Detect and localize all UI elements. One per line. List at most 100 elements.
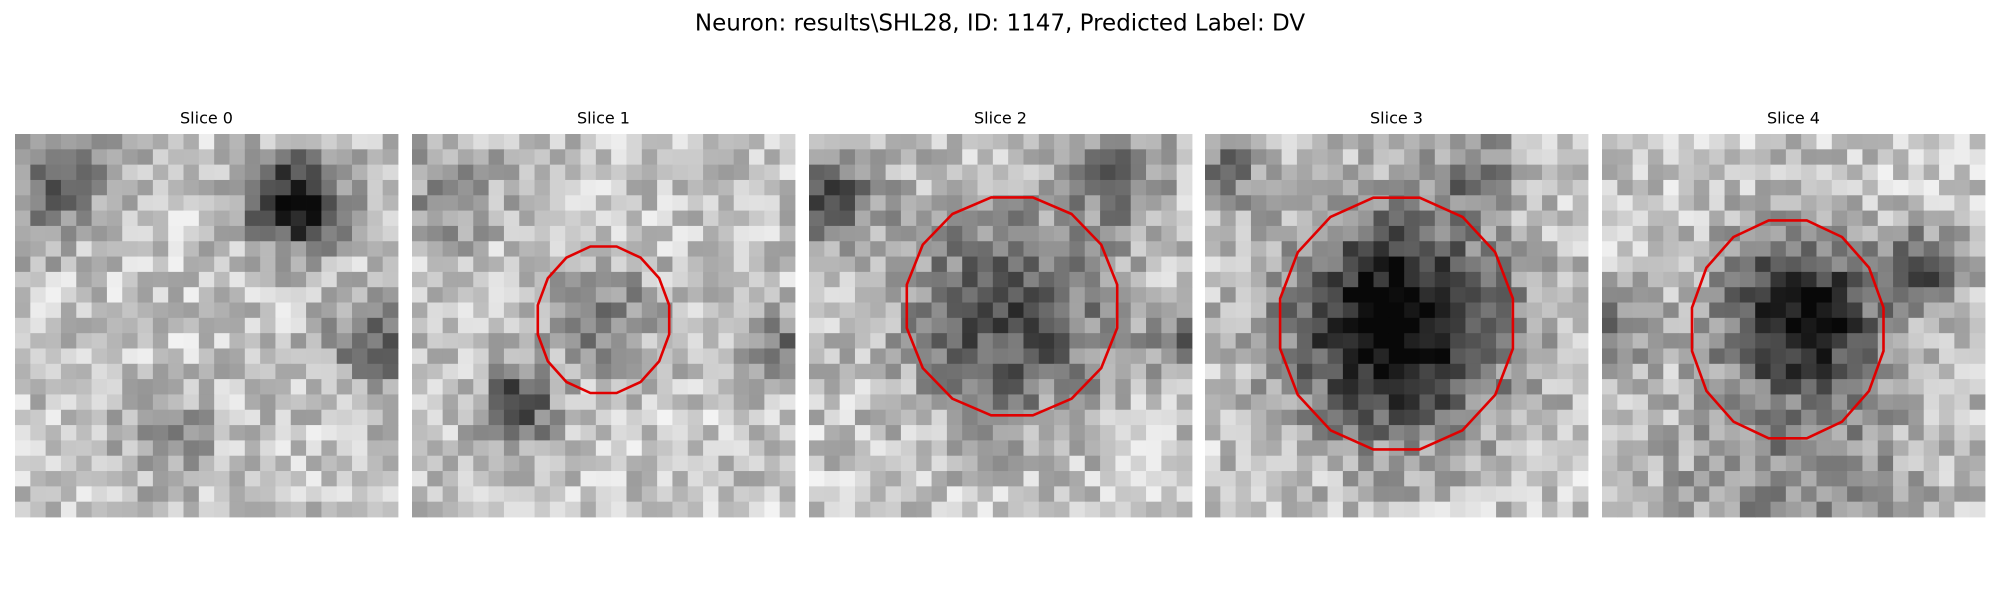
pixel bbox=[641, 455, 658, 472]
pixel bbox=[1205, 195, 1221, 211]
pixel bbox=[290, 486, 307, 503]
pixel bbox=[1115, 363, 1132, 380]
pixel bbox=[854, 379, 871, 395]
pixel bbox=[764, 379, 781, 395]
pixel bbox=[488, 333, 505, 349]
pixel bbox=[1130, 225, 1147, 242]
pixel bbox=[1739, 440, 1756, 457]
pixel bbox=[931, 471, 948, 487]
pixel bbox=[565, 287, 581, 303]
pixel bbox=[306, 241, 322, 257]
pixel bbox=[488, 348, 505, 365]
pixel bbox=[1388, 471, 1405, 487]
pixel bbox=[854, 164, 871, 181]
pixel bbox=[1327, 287, 1344, 303]
pixel bbox=[1678, 241, 1695, 257]
pixel bbox=[1296, 179, 1313, 196]
pixel bbox=[1450, 179, 1466, 196]
pixel bbox=[352, 195, 368, 211]
pixel bbox=[916, 379, 932, 395]
pixel bbox=[1342, 486, 1359, 503]
pixel bbox=[718, 471, 735, 487]
pixel bbox=[565, 425, 581, 441]
pixel bbox=[1146, 425, 1162, 441]
pixel bbox=[1542, 149, 1558, 166]
pixel bbox=[870, 317, 886, 334]
pixel bbox=[1739, 256, 1756, 273]
pixel bbox=[1969, 149, 1986, 166]
pixel bbox=[1724, 333, 1741, 349]
pixel bbox=[657, 471, 673, 487]
pixel bbox=[1496, 179, 1512, 196]
pixel bbox=[1862, 317, 1879, 334]
pixel bbox=[1296, 210, 1313, 227]
pixel bbox=[1831, 149, 1848, 166]
pixel bbox=[534, 241, 551, 257]
pixel bbox=[1312, 363, 1328, 380]
pixel bbox=[229, 195, 246, 211]
pixel bbox=[412, 164, 428, 181]
pixel bbox=[260, 471, 276, 487]
pixel bbox=[1176, 241, 1193, 257]
pixel bbox=[1923, 471, 1940, 487]
pixel bbox=[1877, 256, 1894, 273]
pixel bbox=[549, 287, 566, 303]
pixel bbox=[519, 501, 535, 518]
pixel bbox=[1358, 225, 1374, 242]
pixel bbox=[1130, 210, 1147, 227]
pixel bbox=[457, 440, 474, 457]
pixel bbox=[76, 394, 92, 411]
pixel bbox=[1557, 241, 1574, 257]
pixel bbox=[122, 302, 138, 319]
pixel bbox=[992, 225, 1009, 242]
pixel bbox=[1739, 348, 1756, 365]
pixel bbox=[260, 179, 276, 196]
pixel bbox=[1801, 471, 1817, 487]
pixel bbox=[1038, 333, 1055, 349]
pixel bbox=[839, 471, 856, 487]
pixel bbox=[1161, 501, 1178, 518]
pixel bbox=[1327, 333, 1344, 349]
pixel bbox=[1266, 363, 1282, 380]
pixel bbox=[672, 179, 689, 196]
pixel bbox=[488, 501, 505, 518]
pixel bbox=[1923, 241, 1940, 257]
pixel bbox=[260, 317, 276, 334]
pixel bbox=[764, 195, 781, 211]
pixel bbox=[824, 149, 841, 166]
pixel bbox=[382, 394, 399, 411]
pixel bbox=[1450, 195, 1466, 211]
pixel bbox=[457, 317, 474, 334]
pixel bbox=[1678, 409, 1695, 426]
pixel bbox=[749, 333, 765, 349]
pixel bbox=[1038, 149, 1055, 166]
pixel bbox=[45, 302, 62, 319]
pixel bbox=[1038, 409, 1055, 426]
pixel bbox=[1358, 317, 1374, 334]
pixel bbox=[595, 287, 612, 303]
pixel bbox=[473, 317, 489, 334]
pixel bbox=[1724, 440, 1741, 457]
pixel bbox=[839, 302, 856, 319]
pixel bbox=[15, 486, 31, 503]
pixel bbox=[1296, 149, 1313, 166]
pixel bbox=[1801, 363, 1817, 380]
roi-contour bbox=[905, 196, 1119, 417]
pixel bbox=[703, 455, 719, 472]
pixel bbox=[1130, 409, 1147, 426]
pixel bbox=[412, 317, 428, 334]
pixel bbox=[106, 471, 123, 487]
pixel bbox=[1130, 164, 1147, 181]
pixel bbox=[1877, 302, 1894, 319]
pixel bbox=[1663, 317, 1679, 334]
pixel bbox=[1602, 333, 1618, 349]
pixel bbox=[657, 440, 673, 457]
pixel bbox=[473, 455, 489, 472]
pixel bbox=[15, 256, 31, 273]
pixel bbox=[382, 409, 399, 426]
pixel bbox=[549, 271, 566, 288]
pixel bbox=[473, 471, 489, 487]
pixel bbox=[1100, 225, 1116, 242]
pixel bbox=[1526, 501, 1543, 518]
pixel bbox=[1954, 363, 1971, 380]
